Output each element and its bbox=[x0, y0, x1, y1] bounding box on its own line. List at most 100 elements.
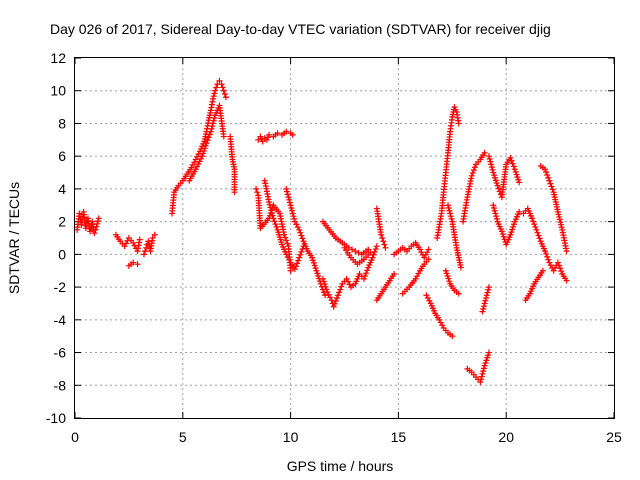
data-point bbox=[209, 123, 216, 130]
data-point bbox=[284, 188, 291, 195]
data-point bbox=[550, 267, 557, 274]
data-point bbox=[513, 171, 520, 178]
data-point bbox=[194, 163, 201, 170]
data-point bbox=[378, 231, 385, 238]
data-point bbox=[199, 153, 206, 160]
data-point bbox=[544, 253, 551, 260]
data-point bbox=[481, 300, 488, 307]
data-point bbox=[379, 235, 386, 241]
data-point bbox=[259, 138, 266, 145]
data-point bbox=[485, 352, 492, 359]
y-tick-label: 8 bbox=[58, 115, 66, 131]
data-point bbox=[208, 125, 215, 132]
data-point bbox=[192, 166, 199, 173]
data-point bbox=[310, 259, 317, 266]
data-point bbox=[382, 244, 389, 251]
data-point bbox=[219, 84, 226, 91]
data-point bbox=[314, 270, 321, 277]
data-point bbox=[254, 189, 261, 196]
x-tick-label: 20 bbox=[498, 429, 514, 445]
data-point bbox=[216, 77, 223, 84]
data-point bbox=[274, 130, 281, 137]
data-point bbox=[295, 257, 302, 264]
data-point bbox=[558, 268, 565, 275]
data-point bbox=[281, 231, 288, 238]
data-point bbox=[209, 120, 216, 127]
data-point bbox=[548, 183, 555, 190]
data-point bbox=[529, 215, 536, 222]
x-tick-label: 15 bbox=[391, 429, 407, 445]
data-point bbox=[267, 204, 274, 211]
data-point bbox=[484, 289, 491, 296]
data-point bbox=[221, 91, 228, 97]
data-point bbox=[372, 246, 379, 253]
data-point bbox=[91, 230, 98, 237]
data-point bbox=[352, 248, 359, 255]
data-point bbox=[482, 360, 489, 367]
data-point bbox=[273, 223, 280, 230]
data-point bbox=[493, 213, 500, 220]
data-point bbox=[207, 128, 214, 135]
data-point bbox=[297, 229, 304, 236]
y-tick-label: -8 bbox=[54, 377, 67, 393]
x-axis-label: GPS time / hours bbox=[287, 458, 394, 474]
y-tick-label: -10 bbox=[46, 410, 66, 426]
data-point bbox=[373, 243, 380, 250]
x-tick-label: 10 bbox=[283, 429, 299, 445]
data-point bbox=[288, 205, 295, 211]
y-tick-label: -4 bbox=[54, 312, 67, 328]
data-point bbox=[442, 267, 449, 274]
y-tick-label: 10 bbox=[50, 83, 66, 99]
data-point bbox=[543, 250, 550, 257]
data-point bbox=[455, 290, 462, 297]
data-point bbox=[471, 164, 478, 171]
data-point bbox=[212, 87, 219, 94]
data-point bbox=[151, 231, 158, 238]
data-point bbox=[338, 283, 345, 290]
data-point bbox=[485, 153, 492, 160]
data-point bbox=[313, 267, 320, 274]
grid-lines bbox=[75, 58, 614, 418]
data-point bbox=[268, 209, 275, 216]
y-tick-label: 4 bbox=[58, 181, 66, 197]
axis-ticks: -10 -8 -6 -4 -2 0 2 4 6 8 10 12 0 5 10 15 20 25 bbox=[46, 50, 622, 445]
x-tick-label: 25 bbox=[606, 429, 622, 445]
data-point bbox=[492, 177, 499, 184]
data-point bbox=[478, 373, 485, 380]
data-point bbox=[331, 300, 338, 307]
data-point bbox=[94, 220, 101, 227]
data-point bbox=[480, 305, 487, 312]
data-point bbox=[546, 177, 553, 184]
data-point bbox=[319, 275, 326, 282]
data-point bbox=[545, 174, 552, 181]
data-point bbox=[483, 295, 490, 301]
y-tick-label: 0 bbox=[58, 246, 66, 262]
data-point bbox=[515, 176, 522, 183]
data-point bbox=[549, 186, 556, 193]
data-point bbox=[425, 256, 432, 263]
data-point bbox=[439, 322, 446, 329]
data-point bbox=[490, 205, 497, 211]
data-point bbox=[284, 191, 291, 198]
data-point bbox=[499, 231, 506, 238]
data-point bbox=[311, 262, 318, 269]
data-point bbox=[360, 275, 367, 282]
data-point bbox=[337, 286, 344, 293]
data-point bbox=[488, 161, 495, 168]
plot-frame bbox=[74, 57, 615, 419]
data-point bbox=[268, 207, 275, 214]
data-point bbox=[294, 260, 301, 267]
data-point bbox=[349, 246, 356, 253]
data-point bbox=[291, 266, 298, 273]
data-point bbox=[200, 147, 207, 154]
data-point bbox=[554, 259, 561, 266]
data-point bbox=[309, 254, 316, 261]
data-point bbox=[222, 94, 229, 101]
data-point bbox=[203, 140, 210, 147]
data-point bbox=[532, 223, 539, 230]
data-point bbox=[443, 270, 450, 277]
data-point bbox=[391, 271, 398, 277]
data-point bbox=[510, 163, 517, 170]
data-point bbox=[545, 256, 552, 263]
